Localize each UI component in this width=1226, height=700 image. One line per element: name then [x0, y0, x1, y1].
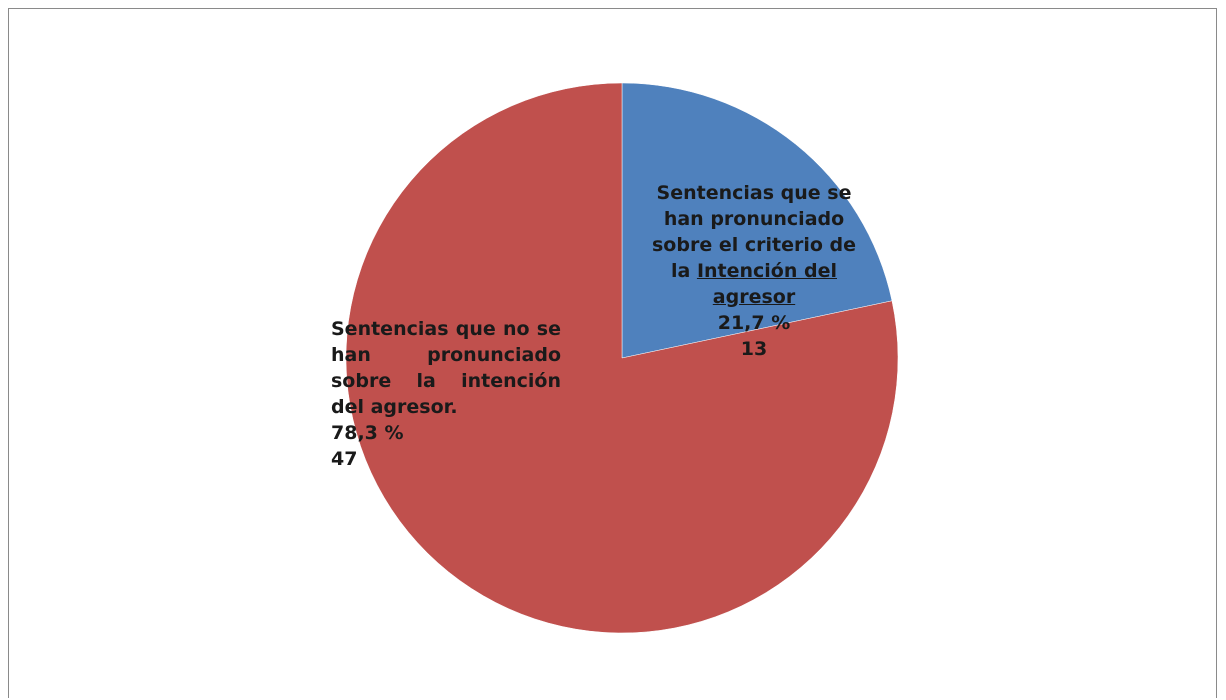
slice-label-intencion-text: Sentencias que se han pronunciado sobre …	[652, 182, 856, 308]
slice-label-no-intencion: Sentencias que no se han pronunciado sob…	[331, 316, 561, 472]
slice-label-no-intencion-percent: 78,3 %	[331, 422, 404, 444]
pie-slice-0	[621, 82, 893, 359]
pie-slice-1	[345, 82, 899, 634]
slice-label-intencion-percent: 21,7 %	[717, 312, 791, 334]
slice-label-intencion-count: 13	[740, 338, 768, 360]
slice-label-intencion-underlined: Intención del agresor	[696, 260, 837, 308]
slice-label-no-intencion-text: Sentencias que no se han pronunciado sob…	[331, 318, 561, 418]
slice-label-no-intencion-count: 47	[331, 448, 358, 470]
slice-label-intencion: Sentencias que se han pronunciado sobre …	[646, 180, 862, 362]
